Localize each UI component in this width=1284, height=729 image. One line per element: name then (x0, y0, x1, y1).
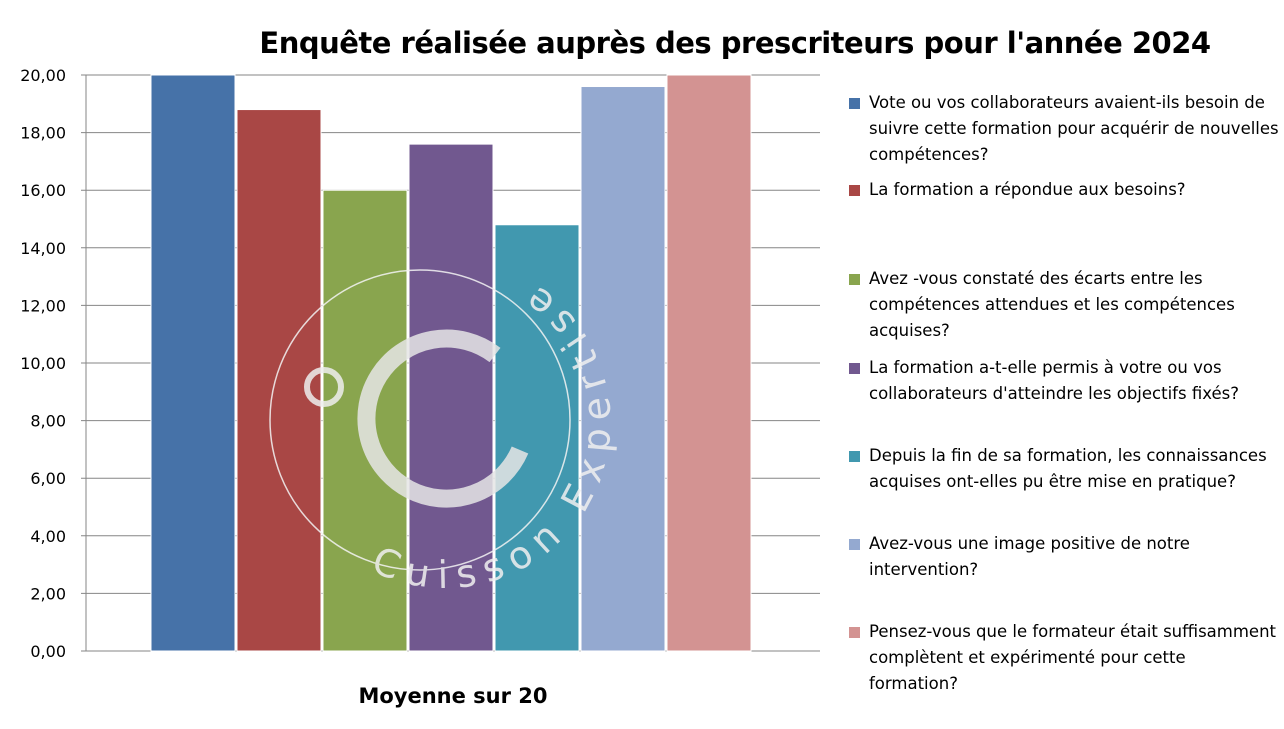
y-tick-label: 20,00 (20, 66, 66, 85)
y-tick-label: 2,00 (30, 584, 66, 603)
y-tick-label: 16,00 (20, 181, 66, 200)
legend-label: Avez-vous une image positive de notre in… (869, 534, 1190, 579)
y-tick-label: 4,00 (30, 527, 66, 546)
legend-label: Avez -vous constaté des écarts entre les… (869, 269, 1235, 340)
y-tick-label: 10,00 (20, 354, 66, 373)
legend-item: Avez-vous une image positive de notre in… (849, 531, 1279, 583)
y-tick-label: 0,00 (30, 642, 66, 661)
legend-swatch (849, 185, 860, 196)
legend-swatch (849, 98, 860, 109)
y-tick-label: 8,00 (30, 412, 66, 431)
y-tick-label: 12,00 (20, 296, 66, 315)
legend-item: La formation a répondue aux besoins? (849, 177, 1279, 203)
legend-swatch (849, 451, 860, 462)
legend-label: Pensez-vous que le formateur était suffi… (869, 622, 1277, 693)
legend-item: La formation a-t-elle permis à votre ou … (849, 355, 1279, 407)
x-axis-label: Moyenne sur 20 (358, 684, 548, 708)
legend-label: La formation a-t-elle permis à votre ou … (869, 358, 1239, 403)
legend-item: Avez -vous constaté des écarts entre les… (849, 266, 1279, 344)
legend-item: Pensez-vous que le formateur était suffi… (849, 619, 1279, 697)
legend-swatch (849, 627, 860, 638)
legend-swatch (849, 363, 860, 374)
legend-swatch (849, 274, 860, 285)
legend-label: Vote ou vos collaborateurs avaient-ils b… (869, 93, 1279, 164)
legend-item: Depuis la fin de sa formation, les conna… (849, 443, 1279, 495)
legend-label: La formation a répondue aux besoins? (869, 180, 1186, 199)
chart-title: Enquête réalisée auprès des prescriteurs… (259, 26, 1211, 60)
y-tick-label: 14,00 (20, 239, 66, 258)
legend-swatch (849, 539, 860, 550)
y-tick-label: 6,00 (30, 469, 66, 488)
legend-label: Depuis la fin de sa formation, les conna… (869, 446, 1267, 491)
bar-6 (580, 86, 666, 652)
bar-1 (150, 74, 236, 652)
bar-chart: 0,00 2,00 4,00 6,00 8,00 10,00 12,00 14,00 16,00… (20, 66, 820, 661)
bar-5 (494, 224, 580, 652)
bar-7 (666, 74, 752, 652)
legend-item: Vote ou vos collaborateurs avaient-ils b… (849, 90, 1279, 168)
y-tick-label: 18,00 (20, 124, 66, 143)
